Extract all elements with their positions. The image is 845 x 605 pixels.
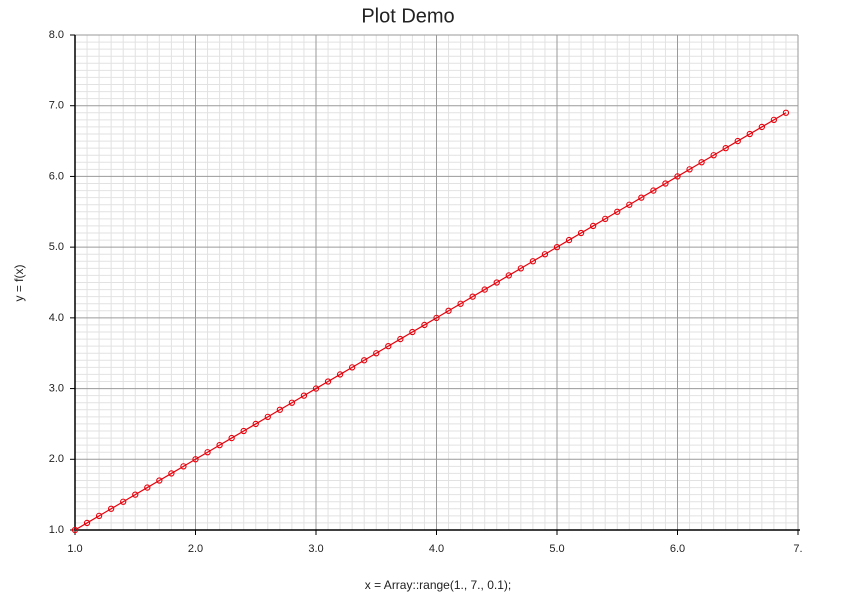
data-point [505, 272, 512, 279]
data-point [71, 526, 79, 534]
data-point [662, 180, 669, 187]
data-point [433, 314, 440, 322]
data-point [686, 166, 693, 173]
data-point [252, 420, 259, 428]
y-tick-label: 8.0 [49, 29, 64, 41]
data-point [120, 498, 127, 505]
data-point [746, 130, 753, 138]
data-point [710, 152, 717, 159]
y-tick-label: 4.0 [49, 312, 64, 324]
data-point [541, 251, 549, 258]
y-tick-label: 7.0 [49, 100, 64, 112]
data-point [602, 215, 609, 223]
data-point [457, 300, 464, 307]
data-point [614, 208, 621, 215]
data-point [300, 392, 308, 399]
data-point [409, 328, 416, 336]
y-axis-label: y = f(x) [12, 264, 26, 301]
data-point [782, 109, 790, 116]
data-point [674, 173, 681, 180]
x-tick-label: 5.0 [549, 543, 564, 555]
data-point [132, 491, 139, 498]
data-point [264, 413, 271, 421]
data-point [276, 406, 283, 413]
data-point [722, 144, 729, 152]
data-point [529, 258, 537, 265]
data-point [698, 159, 705, 166]
x-tick-label: 1.0 [67, 543, 82, 555]
data-point [95, 512, 103, 520]
y-tick-label: 3.0 [49, 382, 64, 394]
data-point [324, 378, 332, 385]
data-point [626, 201, 633, 208]
data-point [650, 187, 657, 194]
data-point [288, 399, 296, 406]
data-point [168, 470, 175, 477]
data-point [385, 342, 392, 350]
data-point [481, 286, 488, 293]
y-tick-label: 5.0 [49, 241, 64, 253]
data-point [192, 456, 199, 463]
data-point [204, 449, 211, 456]
data-point [180, 463, 187, 470]
data-point [445, 307, 452, 314]
chart-title: Plot Demo [361, 5, 454, 27]
x-tick-label: 2.0 [188, 543, 203, 555]
data-point [638, 194, 645, 201]
data-point [373, 350, 380, 357]
data-point [228, 434, 235, 442]
data-point [758, 123, 765, 131]
data-point [577, 229, 585, 237]
data-point [361, 357, 368, 364]
data-point [156, 477, 163, 484]
data-point [553, 243, 561, 251]
data-point [517, 265, 524, 272]
x-tick-label: 4.0 [429, 543, 444, 555]
data-point [108, 505, 115, 512]
x-tick-label: 6.0 [670, 543, 685, 555]
y-tick-label: 1.0 [49, 524, 64, 536]
data-point [397, 335, 404, 343]
x-axis-label: x = Array::range(1., 7., 0.1); [365, 578, 511, 592]
data-point [590, 222, 597, 230]
data-point [770, 116, 778, 124]
y-tick-label: 2.0 [49, 453, 64, 465]
data-point [83, 519, 91, 527]
data-point [493, 279, 500, 286]
data-point [216, 441, 223, 449]
data-point [336, 371, 344, 378]
data-point [734, 137, 741, 145]
y-tick-label: 6.0 [49, 170, 64, 182]
data-point [421, 321, 428, 329]
data-point [348, 364, 356, 371]
data-point [312, 385, 320, 392]
data-point [144, 484, 151, 491]
x-tick-label: 3.0 [308, 543, 323, 555]
data-point [240, 427, 247, 435]
x-tick-label: 7. [793, 543, 802, 555]
data-point [469, 293, 476, 300]
data-point [565, 236, 573, 244]
